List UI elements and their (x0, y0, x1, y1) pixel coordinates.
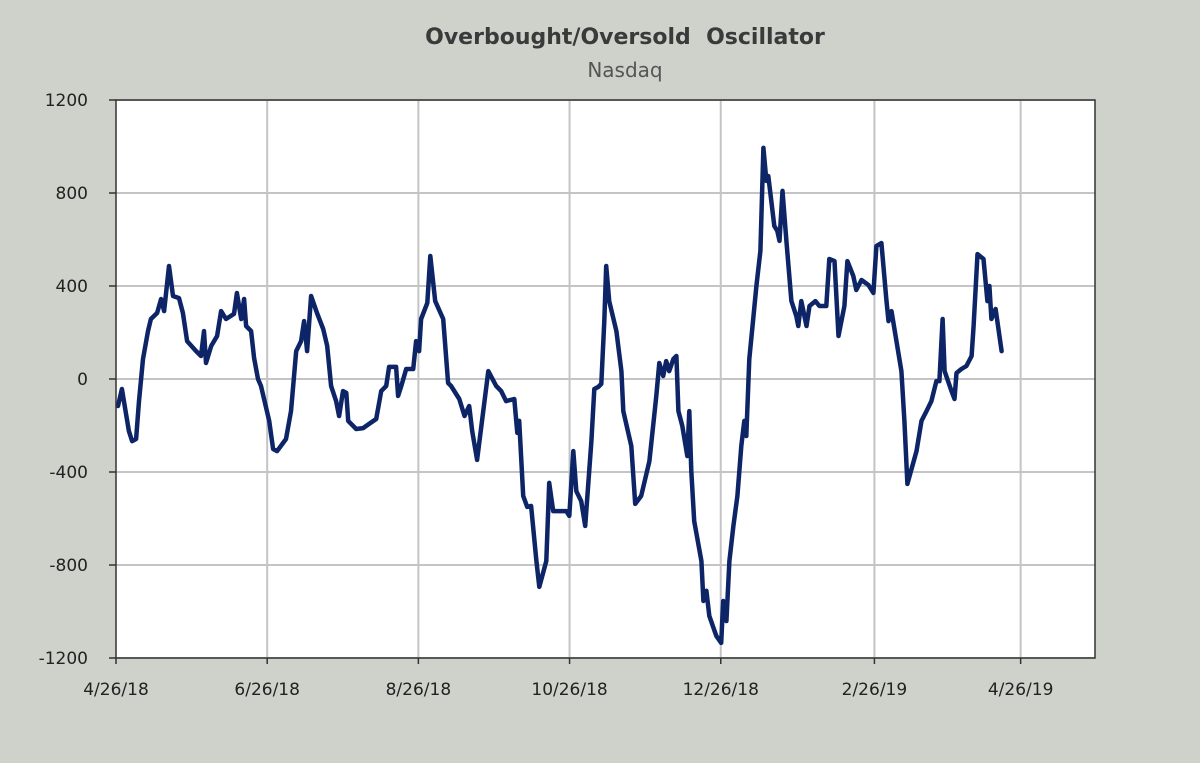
y-tick-label: 400 (56, 277, 88, 297)
x-tick-label: 10/26/18 (531, 680, 607, 700)
chart-title: Overbought/Oversold Oscillator (425, 25, 825, 50)
y-tick-label: 1200 (45, 91, 88, 111)
y-tick-label: -800 (49, 556, 88, 576)
chart-subtitle: Nasdaq (587, 58, 662, 82)
series-line (115, 145, 1004, 646)
x-tick-label: 6/26/18 (234, 680, 300, 700)
x-tick-label: 2/26/19 (842, 680, 908, 700)
x-tick-label: 8/26/18 (386, 680, 452, 700)
y-tick-label: 800 (56, 184, 88, 204)
y-tick-label: 0 (77, 370, 88, 390)
x-tick-label: 4/26/18 (83, 680, 149, 700)
plot-border (115, 99, 1096, 659)
x-tick-label: 12/26/18 (683, 680, 759, 700)
x-axis: 4/26/18 6/26/18 8/26/18 10/26/18 12/26/18 2/2… (83, 658, 1053, 700)
y-axis: 1200 800 400 0 -400 -800 -1200 (39, 91, 116, 669)
y-tick-label: -400 (49, 463, 88, 483)
x-tick-label: 4/26/19 (988, 680, 1054, 700)
y-tick-label: -1200 (39, 649, 88, 669)
